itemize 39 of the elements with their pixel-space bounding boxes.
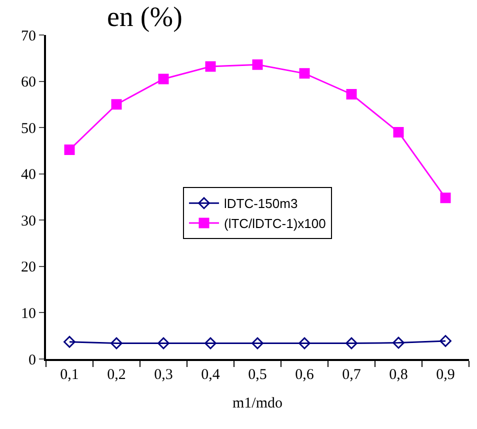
point bbox=[110, 337, 122, 350]
y-tick-label: 40 bbox=[21, 167, 36, 184]
point bbox=[204, 337, 216, 350]
point bbox=[440, 192, 451, 204]
point bbox=[346, 89, 357, 100]
x-tick-label: 0,6 bbox=[295, 367, 314, 383]
x-tick-label: 0,3 bbox=[154, 367, 173, 383]
x-tick-label: 0,9 bbox=[436, 367, 455, 383]
point bbox=[392, 336, 404, 349]
y-tick-label: 20 bbox=[21, 260, 36, 276]
point bbox=[158, 337, 170, 350]
point bbox=[298, 337, 310, 350]
y-axis-title: en (%) bbox=[107, 2, 182, 33]
point bbox=[346, 337, 358, 350]
point bbox=[111, 99, 122, 110]
x-axis-title: m1/mdo bbox=[232, 396, 283, 412]
x-tick-label: 0,7 bbox=[342, 367, 362, 383]
point bbox=[440, 335, 452, 347]
point bbox=[252, 59, 263, 70]
point bbox=[64, 336, 76, 348]
y-tick-label: 30 bbox=[21, 213, 36, 230]
x-tick-label: 0,1 bbox=[60, 367, 79, 383]
legend-label: lDTC-150m3 bbox=[224, 196, 298, 212]
y-tick-label: 60 bbox=[21, 74, 36, 91]
x-tick-label: 0,4 bbox=[201, 367, 220, 383]
y-tick-label: 50 bbox=[21, 120, 36, 137]
point bbox=[205, 61, 216, 72]
point bbox=[393, 126, 404, 138]
x-tick-label: 0,2 bbox=[107, 367, 126, 383]
point bbox=[299, 68, 310, 79]
legend-label: (lTC/lDTC-1)x100 bbox=[224, 216, 326, 232]
x-tick-label: 0,5 bbox=[248, 367, 267, 383]
point bbox=[64, 144, 75, 156]
point bbox=[158, 74, 169, 84]
point bbox=[252, 337, 264, 350]
x-tick-label: 0,8 bbox=[389, 367, 408, 383]
y-tick-label: 70 bbox=[21, 28, 36, 44]
y-tick-label: 0 bbox=[28, 352, 36, 368]
y-tick-label: 10 bbox=[21, 306, 36, 322]
